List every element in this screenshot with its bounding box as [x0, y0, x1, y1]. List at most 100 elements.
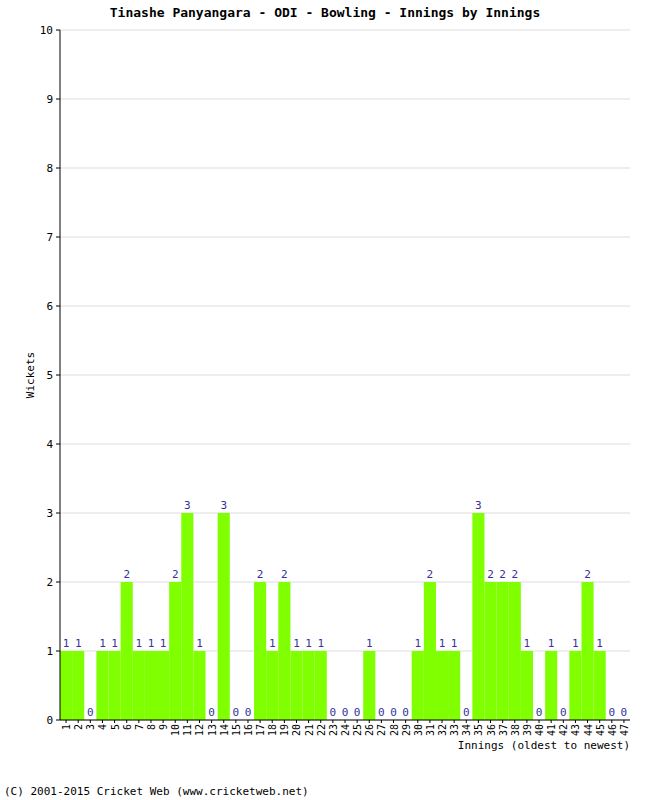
bar: [133, 651, 145, 720]
data-label: 0: [608, 706, 615, 719]
y-tick-label: 9: [46, 93, 53, 106]
x-tick: [478, 720, 479, 723]
y-tick: [56, 513, 60, 514]
x-tick: [405, 720, 406, 723]
y-tick: [56, 582, 60, 583]
x-tick-label: 23: [328, 724, 339, 736]
data-label: 0: [463, 706, 470, 719]
data-label: 1: [317, 637, 324, 650]
x-tick-label: 37: [498, 724, 509, 736]
x-tick: [575, 720, 576, 723]
x-tick: [502, 720, 503, 723]
data-label: 1: [366, 637, 373, 650]
x-tick-label: 44: [583, 724, 594, 736]
data-label: 1: [148, 637, 155, 650]
data-label: 0: [390, 706, 397, 719]
y-tick-label: 1: [46, 645, 53, 658]
x-tick: [514, 720, 515, 723]
x-tick: [539, 720, 540, 723]
x-tick-label: 27: [376, 724, 387, 736]
data-label: 0: [560, 706, 567, 719]
chart-svg: Tinashe Panyangara - ODI - Bowling - Inn…: [0, 0, 650, 800]
x-tick: [235, 720, 236, 723]
x-axis-label: Innings (oldest to newest): [458, 739, 630, 752]
x-tick: [345, 720, 346, 723]
bar: [509, 582, 521, 720]
x-tick-label: 39: [522, 724, 533, 736]
bar: [254, 582, 266, 720]
data-label: 0: [378, 706, 385, 719]
data-label: 2: [172, 568, 179, 581]
x-tick: [296, 720, 297, 723]
y-tick: [56, 237, 60, 238]
data-label: 2: [427, 568, 434, 581]
data-label: 2: [281, 568, 288, 581]
grid-line: [60, 582, 630, 583]
bar: [145, 651, 157, 720]
bars: [60, 513, 606, 720]
data-label: 1: [439, 637, 446, 650]
bar: [569, 651, 581, 720]
grid-line: [60, 30, 630, 31]
y-tick-label: 2: [46, 576, 53, 589]
x-tick: [357, 720, 358, 723]
data-label: 1: [99, 637, 106, 650]
data-label: 1: [160, 637, 167, 650]
x-tick: [381, 720, 382, 723]
data-label: 0: [402, 706, 409, 719]
x-tick-label: 4: [97, 724, 108, 730]
bar: [121, 582, 133, 720]
x-tick-label: 1: [61, 724, 72, 730]
bar: [157, 651, 169, 720]
x-tick: [393, 720, 394, 723]
x-tick-label: 16: [243, 724, 254, 736]
x-tick: [320, 720, 321, 723]
y-tick: [56, 375, 60, 376]
bar: [594, 651, 606, 720]
data-label: 0: [621, 706, 628, 719]
chart-container: Tinashe Panyangara - ODI - Bowling - Inn…: [0, 0, 650, 800]
data-label: 2: [123, 568, 130, 581]
data-label: 1: [111, 637, 118, 650]
grid-line: [60, 375, 630, 376]
bar: [363, 651, 375, 720]
data-label: 1: [75, 637, 82, 650]
data-label: 2: [584, 568, 591, 581]
x-tick-label: 35: [473, 724, 484, 736]
x-tick-label: 40: [534, 724, 545, 736]
y-tick: [56, 306, 60, 307]
y-tick: [56, 444, 60, 445]
x-tick-label: 13: [207, 724, 218, 736]
x-tick-label: 26: [364, 724, 375, 736]
y-tick-label: 5: [46, 369, 53, 382]
bar: [96, 651, 108, 720]
x-tick-label: 14: [219, 724, 230, 736]
data-label: 0: [330, 706, 337, 719]
y-tick-label: 3: [46, 507, 53, 520]
bar: [303, 651, 315, 720]
data-label: 3: [220, 499, 227, 512]
x-tick: [138, 720, 139, 723]
x-tick-label: 46: [607, 724, 618, 736]
background: [0, 0, 650, 800]
x-tick-label: 3: [85, 724, 96, 730]
x-tick-label: 30: [413, 724, 424, 736]
x-tick-label: 36: [486, 724, 497, 736]
y-tick-label: 4: [46, 438, 53, 451]
x-tick: [66, 720, 67, 723]
data-label: 1: [524, 637, 531, 650]
x-tick: [102, 720, 103, 723]
caption: (C) 2001-2015 Cricket Web (www.cricketwe…: [4, 785, 309, 798]
x-tick: [163, 720, 164, 723]
x-tick: [526, 720, 527, 723]
data-label: 1: [63, 637, 70, 650]
grid-line: [60, 99, 630, 100]
y-tick-label: 10: [40, 24, 53, 37]
x-tick-label: 7: [134, 724, 145, 730]
bar: [436, 651, 448, 720]
data-label: 2: [499, 568, 506, 581]
y-tick: [56, 651, 60, 652]
x-tick-label: 12: [194, 724, 205, 736]
grid-line: [60, 444, 630, 445]
y-tick: [56, 720, 60, 721]
